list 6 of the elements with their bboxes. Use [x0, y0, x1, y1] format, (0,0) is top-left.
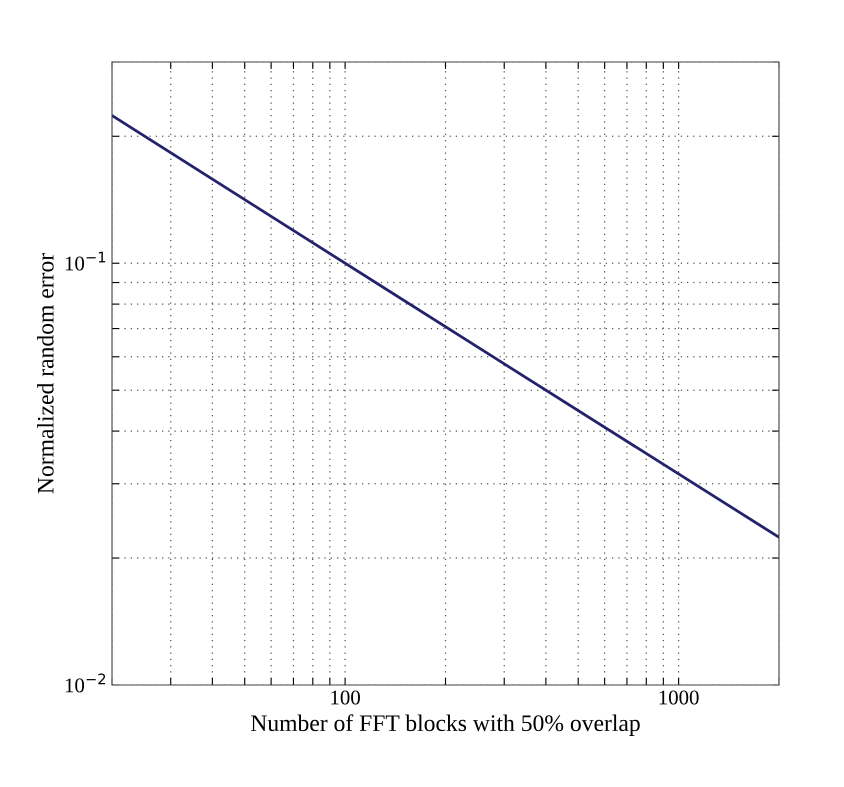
x-axis-title: Number of FFT blocks with 50% overlap: [250, 714, 640, 736]
y-tick-label: 10$^{−2}$: [66, 673, 106, 692]
x-tick-label: 1000: [660, 690, 699, 705]
y-tick-label: 10$^{−1}$: [66, 252, 106, 271]
x-tick-label: 100: [331, 690, 360, 705]
y-axis-title: Normalized random error: [37, 253, 54, 494]
